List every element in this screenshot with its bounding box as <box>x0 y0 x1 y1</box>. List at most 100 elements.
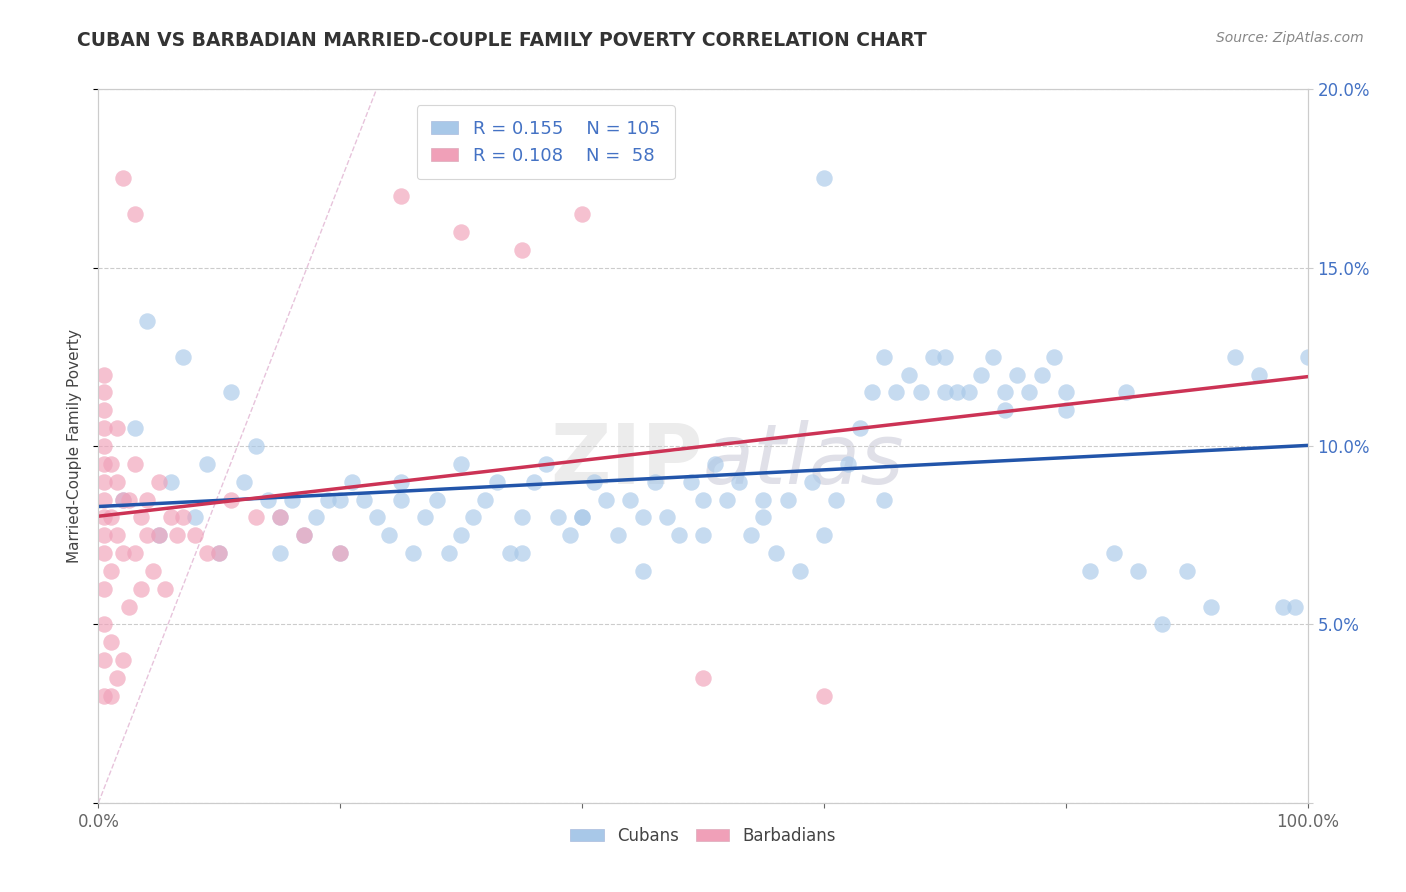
Point <box>1042 350 1064 364</box>
Point <box>1078 564 1101 578</box>
Point <box>837 457 859 471</box>
Point <box>118 492 141 507</box>
Point <box>93 439 115 453</box>
Point <box>1223 350 1246 364</box>
Point <box>269 510 291 524</box>
Point <box>498 546 520 560</box>
Point <box>934 350 956 364</box>
Point <box>195 457 218 471</box>
Point <box>93 403 115 417</box>
Point <box>957 385 980 400</box>
Point <box>571 510 593 524</box>
Point <box>1018 385 1040 400</box>
Point <box>100 689 122 703</box>
Point <box>776 492 799 507</box>
Point <box>256 492 278 507</box>
Point <box>1128 564 1150 578</box>
Point <box>93 653 115 667</box>
Point <box>93 546 115 560</box>
Point <box>93 582 115 596</box>
Point <box>1054 403 1077 417</box>
Point <box>970 368 993 382</box>
Point <box>111 492 134 507</box>
Point <box>655 510 678 524</box>
Point <box>100 564 122 578</box>
Point <box>366 510 388 524</box>
Point <box>897 368 920 382</box>
Point <box>1175 564 1198 578</box>
Point <box>789 564 811 578</box>
Point <box>172 350 194 364</box>
Y-axis label: Married-Couple Family Poverty: Married-Couple Family Poverty <box>67 329 83 563</box>
Point <box>148 528 170 542</box>
Point <box>111 653 134 667</box>
Point <box>142 564 165 578</box>
Point <box>510 510 533 524</box>
Point <box>118 599 141 614</box>
Point <box>93 385 115 400</box>
Point <box>135 314 157 328</box>
Point <box>389 492 412 507</box>
Point <box>100 510 122 524</box>
Point <box>921 350 943 364</box>
Point <box>184 510 207 524</box>
Point <box>704 457 727 471</box>
Point <box>631 510 654 524</box>
Point <box>910 385 932 400</box>
Point <box>135 528 157 542</box>
Point <box>547 510 569 524</box>
Point <box>105 421 128 435</box>
Point <box>716 492 738 507</box>
Point <box>1249 368 1271 382</box>
Point <box>437 546 460 560</box>
Point <box>1102 546 1125 560</box>
Point <box>269 510 291 524</box>
Point <box>1296 350 1319 364</box>
Point <box>124 421 146 435</box>
Point <box>292 528 315 542</box>
Point <box>153 582 176 596</box>
Point <box>426 492 449 507</box>
Point <box>329 492 352 507</box>
Point <box>1031 368 1053 382</box>
Point <box>124 207 146 221</box>
Point <box>450 528 472 542</box>
Point <box>208 546 231 560</box>
Point <box>510 546 533 560</box>
Point <box>486 475 509 489</box>
Point <box>644 475 666 489</box>
Point <box>740 528 762 542</box>
Point <box>463 510 485 524</box>
Point <box>353 492 375 507</box>
Point <box>93 475 115 489</box>
Point <box>981 350 1004 364</box>
Point <box>607 528 630 542</box>
Point <box>172 510 194 524</box>
Point <box>111 171 134 186</box>
Point <box>124 546 146 560</box>
Point <box>595 492 617 507</box>
Point <box>329 546 352 560</box>
Point <box>1284 599 1306 614</box>
Point <box>129 510 152 524</box>
Point <box>129 582 152 596</box>
Point <box>105 475 128 489</box>
Point <box>93 457 115 471</box>
Point <box>1272 599 1295 614</box>
Point <box>245 510 267 524</box>
Point <box>93 421 115 435</box>
Point <box>813 171 835 186</box>
Text: Source: ZipAtlas.com: Source: ZipAtlas.com <box>1216 31 1364 45</box>
Point <box>692 492 714 507</box>
Point <box>148 475 170 489</box>
Point <box>946 385 969 400</box>
Point <box>450 457 472 471</box>
Point <box>1152 617 1174 632</box>
Point <box>100 457 122 471</box>
Point <box>1115 385 1137 400</box>
Point <box>813 689 835 703</box>
Text: CUBAN VS BARBADIAN MARRIED-COUPLE FAMILY POVERTY CORRELATION CHART: CUBAN VS BARBADIAN MARRIED-COUPLE FAMILY… <box>77 31 927 50</box>
Point <box>450 225 472 239</box>
Point <box>166 528 188 542</box>
Point <box>510 243 533 257</box>
